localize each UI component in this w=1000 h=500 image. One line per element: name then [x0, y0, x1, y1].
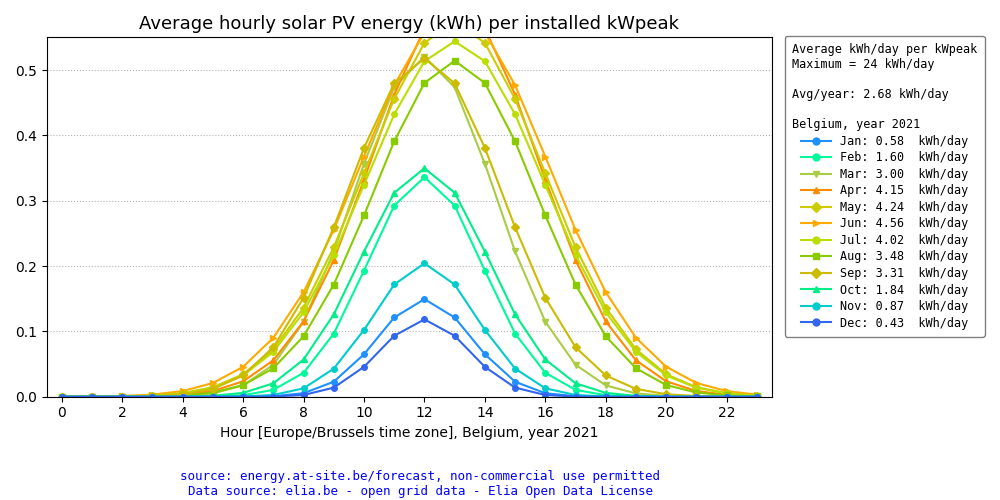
Text: source: energy.at-site.be/forecast, non-commercial use permitted: source: energy.at-site.be/forecast, non-…	[180, 470, 660, 483]
Legend: Jan: 0.58  kWh/day, Feb: 1.60  kWh/day, Mar: 3.00  kWh/day, Apr: 4.15  kWh/day, : Jan: 0.58 kWh/day, Feb: 1.60 kWh/day, Ma…	[785, 36, 985, 337]
Title: Average hourly solar PV energy (kWh) per installed kWpeak: Average hourly solar PV energy (kWh) per…	[139, 15, 679, 33]
X-axis label: Hour [Europe/Brussels time zone], Belgium, year 2021: Hour [Europe/Brussels time zone], Belgiu…	[220, 426, 599, 440]
Text: Data source: elia.be - open grid data - Elia Open Data License: Data source: elia.be - open grid data - …	[188, 485, 652, 498]
